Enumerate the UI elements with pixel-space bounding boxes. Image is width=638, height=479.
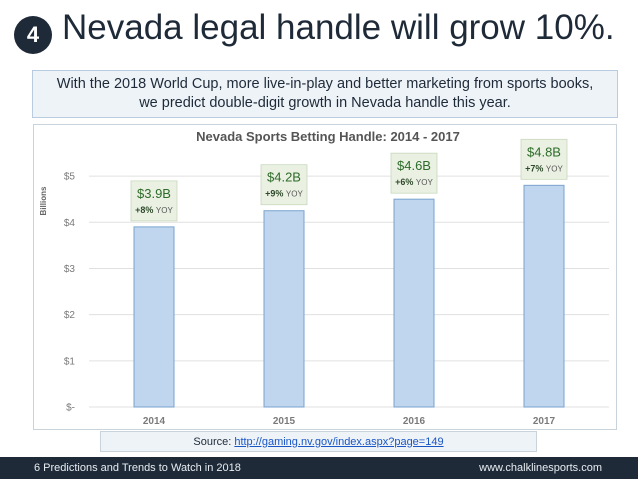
data-label-value: $4.8B	[527, 144, 561, 159]
slide-title: Nevada legal handle will grow 10%.	[62, 8, 615, 47]
growth-percent: +7%	[525, 163, 546, 173]
y-tick-label: $3	[64, 264, 76, 275]
growth-percent: +9%	[265, 189, 286, 199]
data-label-growth: +8% YOY	[135, 205, 173, 215]
x-tick-label: 2017	[533, 416, 556, 427]
y-tick-label: $5	[64, 172, 76, 183]
chart-title: Nevada Sports Betting Handle: 2014 - 201…	[196, 129, 460, 144]
data-callout-box	[520, 138, 568, 180]
growth-suffix: YOY	[546, 164, 564, 173]
bar	[523, 184, 565, 408]
data-callout-box	[260, 164, 308, 206]
bar-chart: Nevada Sports Betting Handle: 2014 - 201…	[39, 129, 609, 427]
subtitle-line-1: With the 2018 World Cup, more live-in-pl…	[56, 76, 594, 92]
footer-left-text: 6 Predictions and Trends to Watch in 201…	[34, 462, 241, 474]
data-label-growth: +9% YOY	[265, 189, 303, 199]
x-tick-label: 2014	[143, 416, 166, 427]
subtitle-box: With the 2018 World Cup, more live-in-pl…	[32, 70, 618, 118]
y-tick-label: $1	[64, 356, 76, 367]
x-tick-label: 2016	[403, 416, 426, 427]
data-label-growth: +7% YOY	[525, 163, 563, 173]
bar	[393, 198, 435, 408]
growth-suffix: YOY	[156, 206, 174, 215]
data-callout-box	[130, 180, 178, 222]
x-tick-label: 2015	[273, 416, 296, 427]
footer-website[interactable]: www.chalklinesports.com	[479, 462, 602, 474]
header: 4 Nevada legal handle will grow 10%.	[0, 0, 638, 66]
growth-suffix: YOY	[286, 190, 304, 199]
growth-percent: +8%	[135, 205, 156, 215]
chart-frame: Nevada Sports Betting Handle: 2014 - 201…	[33, 124, 617, 430]
number-badge: 4	[14, 16, 52, 54]
data-label-growth: +6% YOY	[395, 177, 433, 187]
growth-percent: +6%	[395, 177, 416, 187]
y-tick-label: $-	[66, 403, 75, 414]
data-label-value: $3.9B	[137, 186, 171, 201]
bar	[263, 210, 305, 408]
data-label-value: $4.2B	[267, 170, 301, 185]
subtitle-line-2: we predict double-digit growth in Nevada…	[139, 95, 511, 111]
footer: 6 Predictions and Trends to Watch in 201…	[0, 457, 638, 479]
source-box: Source: http://gaming.nv.gov/index.aspx?…	[100, 431, 537, 452]
data-callout-box	[390, 152, 438, 194]
bar	[133, 226, 175, 408]
growth-suffix: YOY	[416, 178, 434, 187]
y-tick-label: $2	[64, 310, 76, 321]
y-tick-label: $4	[64, 218, 76, 229]
source-link[interactable]: http://gaming.nv.gov/index.aspx?page=149	[234, 435, 444, 448]
data-label-value: $4.6B	[397, 158, 431, 173]
source-label: Source:	[193, 435, 232, 448]
y-axis-label: Billions	[39, 186, 48, 215]
